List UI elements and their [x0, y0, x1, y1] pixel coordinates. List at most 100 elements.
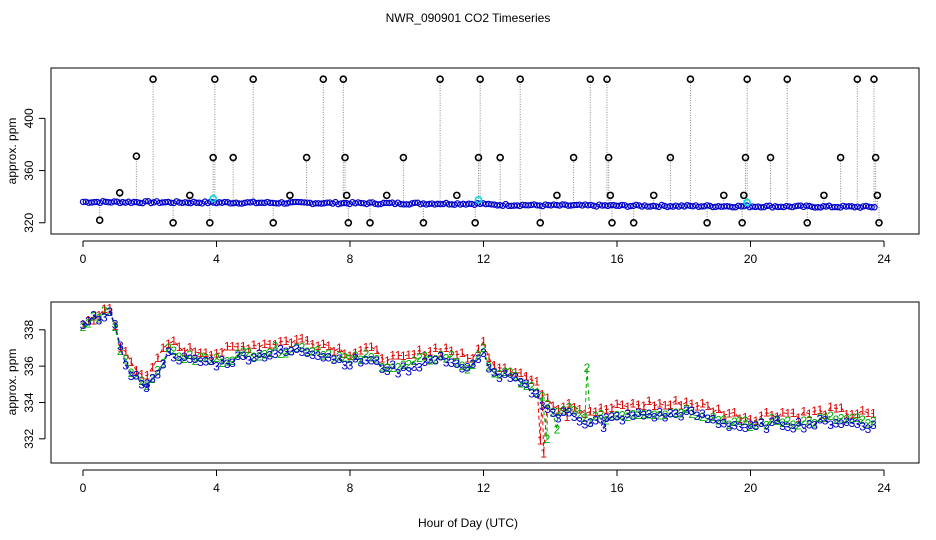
co2-sample-point	[221, 198, 229, 206]
series-2-marker: 2	[763, 419, 770, 433]
series-3-marker: 3	[347, 359, 354, 373]
spike-point	[476, 75, 484, 84]
series-2-marker: 2	[566, 401, 573, 415]
series-1-marker: 1	[795, 411, 802, 425]
series-2-marker: 2	[336, 350, 343, 364]
series-3-marker: 3	[90, 309, 97, 323]
series-1-marker: 1	[331, 344, 338, 358]
top-y-axis-label: approx. ppm	[5, 118, 19, 185]
spike-point	[209, 153, 217, 162]
series-3-marker: 3	[512, 371, 519, 385]
y-tick-label: 400	[22, 108, 36, 128]
co2-sample-point	[536, 202, 543, 209]
top-panel-frame	[50, 67, 920, 235]
series-1-marker: 1	[715, 402, 722, 416]
series-1-marker: 1	[448, 344, 455, 358]
spike-point	[471, 218, 479, 227]
series-2-marker: 2	[624, 410, 631, 424]
bottom-y-axis-label: approx. ppm	[5, 349, 19, 416]
series-1-marker: 1	[154, 351, 161, 365]
series-1-marker: 1	[341, 347, 348, 361]
co2-sample-point	[403, 201, 410, 208]
series-2-marker: 2	[769, 412, 776, 426]
series-2-marker: 2	[411, 354, 418, 368]
series-1-marker: 1	[176, 340, 183, 354]
series-2-marker: 2	[630, 408, 637, 422]
series-3-marker: 3	[202, 355, 209, 369]
chart-title: NWR_090901 CO2 Timeseries	[386, 11, 551, 25]
series-1-marker: 1	[592, 405, 599, 419]
series-1-marker: 1	[651, 399, 658, 413]
series-2-marker: 2	[582, 411, 589, 425]
co2-sample-point	[641, 202, 648, 209]
series-2-marker: 2	[202, 351, 209, 365]
series-3-marker: 3	[267, 349, 274, 363]
series-2-marker: 2	[795, 418, 802, 432]
series-2-marker: 2	[849, 412, 856, 426]
series-2-marker: 2	[453, 356, 460, 370]
series-2-marker: 2	[710, 410, 717, 424]
series-3-marker: 3	[96, 314, 103, 328]
series-3-marker: 3	[667, 407, 674, 421]
series-1-marker: 1	[512, 366, 519, 380]
series-3-marker: 3	[614, 409, 621, 423]
series-3-marker: 3	[571, 410, 578, 424]
series-3-marker: 3	[85, 315, 92, 329]
series-2-marker: 2	[699, 410, 706, 424]
series-1-marker: 1	[544, 391, 551, 405]
series-2-marker: 2	[272, 340, 279, 354]
series-3-marker: 3	[795, 416, 802, 430]
series-2-marker: 2	[640, 407, 647, 421]
series-3-marker: 3	[138, 377, 145, 391]
series-2-marker: 2	[614, 409, 621, 423]
series-3-marker: 3	[277, 343, 284, 357]
spike-point	[452, 191, 461, 200]
spike-point	[741, 153, 750, 162]
series-2-marker: 2	[817, 411, 824, 425]
series-1-marker: 1	[475, 342, 482, 356]
series-1-marker: 1	[537, 434, 544, 448]
series-3-marker: 3	[752, 419, 759, 433]
series-2-marker: 2	[101, 304, 108, 318]
series-1-marker: 1	[630, 396, 637, 410]
series-2-marker: 2	[507, 366, 514, 380]
x-tick-label: 20	[744, 481, 758, 495]
series-1-marker: 1	[870, 406, 877, 420]
series-3-marker: 3	[443, 356, 450, 370]
series-3-marker: 3	[165, 345, 172, 359]
series-1-marker: 1	[235, 340, 242, 354]
x-tick-label: 16	[610, 252, 624, 266]
series-1-marker: 1	[218, 346, 225, 360]
series-1-marker: 1	[539, 387, 546, 401]
co2-sample-point	[868, 204, 875, 211]
series-2-marker: 2	[176, 350, 183, 364]
series-1-marker: 1	[496, 361, 503, 375]
series-1-marker: 1	[801, 405, 808, 419]
y-tick-label: 336	[22, 356, 36, 376]
x-tick-label: 16	[610, 481, 624, 495]
series-3-marker: 3	[469, 357, 476, 371]
co2-sample-point	[862, 202, 870, 210]
spike-point	[169, 218, 177, 227]
series-1-marker: 1	[272, 338, 279, 352]
highlight-point	[474, 196, 483, 204]
series-1-marker: 1	[507, 365, 514, 379]
series-1-marker: 1	[357, 344, 364, 358]
series-2-marker: 2	[592, 409, 599, 423]
series-1-marker: 1	[811, 404, 818, 418]
series-1-marker: 1	[432, 341, 439, 355]
series-3-marker: 3	[747, 418, 754, 432]
series-2-marker: 2	[752, 418, 759, 432]
series-1-marker: 1	[491, 359, 498, 373]
series-2-marker: 2	[865, 417, 872, 431]
series-1-marker: 1	[90, 313, 97, 327]
co2-sample-point	[652, 203, 660, 210]
x-tick-label: 12	[477, 481, 491, 495]
series-3-marker: 3	[363, 354, 370, 368]
series-3-marker: 3	[507, 371, 514, 385]
series-3-marker: 3	[245, 354, 252, 368]
series-2-marker: 2	[400, 358, 407, 372]
series-1-marker: 1	[96, 308, 103, 322]
series-1-marker: 1	[325, 339, 332, 353]
series-2-marker: 2	[571, 403, 578, 417]
